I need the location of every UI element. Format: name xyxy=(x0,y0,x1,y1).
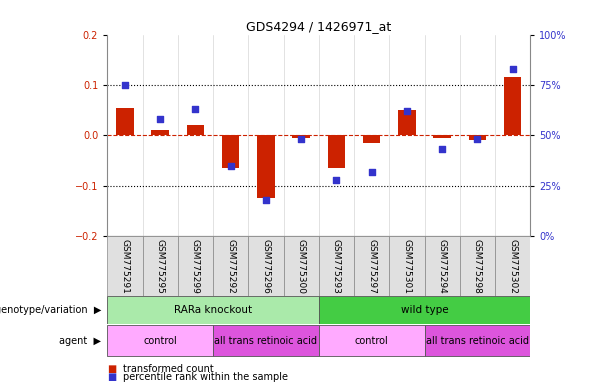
Bar xyxy=(319,236,354,296)
Bar xyxy=(213,236,248,296)
Text: GSM775300: GSM775300 xyxy=(297,239,306,294)
Text: all trans retinoic acid: all trans retinoic acid xyxy=(426,336,529,346)
Point xyxy=(332,177,341,183)
Bar xyxy=(424,236,460,296)
Title: GDS4294 / 1426971_at: GDS4294 / 1426971_at xyxy=(246,20,391,33)
Text: control: control xyxy=(355,336,389,346)
Text: ■: ■ xyxy=(107,364,116,374)
Text: transformed count: transformed count xyxy=(123,364,213,374)
Bar xyxy=(283,236,319,296)
Text: agent  ▶: agent ▶ xyxy=(59,336,101,346)
Bar xyxy=(292,136,310,138)
Bar xyxy=(107,236,142,296)
Bar xyxy=(504,78,522,136)
Bar xyxy=(319,296,530,324)
Text: GSM775301: GSM775301 xyxy=(402,239,411,294)
Text: GSM775294: GSM775294 xyxy=(438,239,447,294)
Text: GSM775293: GSM775293 xyxy=(332,239,341,294)
Bar xyxy=(398,110,416,136)
Text: GSM775291: GSM775291 xyxy=(120,239,129,294)
Text: all trans retinoic acid: all trans retinoic acid xyxy=(215,336,318,346)
Text: GSM775295: GSM775295 xyxy=(156,239,165,294)
Point xyxy=(402,108,412,114)
Point xyxy=(437,146,447,152)
Text: wild type: wild type xyxy=(401,305,448,315)
Point xyxy=(155,116,165,122)
Bar xyxy=(107,296,319,324)
Bar xyxy=(248,236,283,296)
Bar xyxy=(495,236,530,296)
Bar xyxy=(327,136,345,168)
Bar xyxy=(389,236,425,296)
Point xyxy=(367,169,376,175)
Bar xyxy=(424,325,530,356)
Point xyxy=(296,136,306,142)
Point xyxy=(261,197,271,203)
Bar xyxy=(354,236,389,296)
Bar xyxy=(257,136,275,199)
Bar xyxy=(107,325,213,356)
Bar xyxy=(222,136,240,168)
Point xyxy=(473,136,482,142)
Bar xyxy=(363,136,381,143)
Text: genotype/variation  ▶: genotype/variation ▶ xyxy=(0,305,101,315)
Text: GSM775297: GSM775297 xyxy=(367,239,376,294)
Point xyxy=(226,162,235,169)
Point xyxy=(120,82,130,88)
Bar xyxy=(460,236,495,296)
Bar xyxy=(319,325,424,356)
Bar xyxy=(116,108,134,136)
Text: control: control xyxy=(143,336,177,346)
Bar xyxy=(151,130,169,136)
Text: percentile rank within the sample: percentile rank within the sample xyxy=(123,372,287,382)
Bar xyxy=(186,125,204,136)
Text: GSM775299: GSM775299 xyxy=(191,239,200,294)
Bar xyxy=(178,236,213,296)
Text: GSM775292: GSM775292 xyxy=(226,239,235,294)
Bar xyxy=(433,136,451,138)
Text: GSM775302: GSM775302 xyxy=(508,239,517,294)
Text: RARa knockout: RARa knockout xyxy=(174,305,252,315)
Bar xyxy=(142,236,178,296)
Bar xyxy=(468,136,486,141)
Text: GSM775298: GSM775298 xyxy=(473,239,482,294)
Bar xyxy=(213,325,319,356)
Text: GSM775296: GSM775296 xyxy=(261,239,270,294)
Point xyxy=(508,66,517,72)
Point xyxy=(191,106,200,112)
Text: ■: ■ xyxy=(107,372,116,382)
